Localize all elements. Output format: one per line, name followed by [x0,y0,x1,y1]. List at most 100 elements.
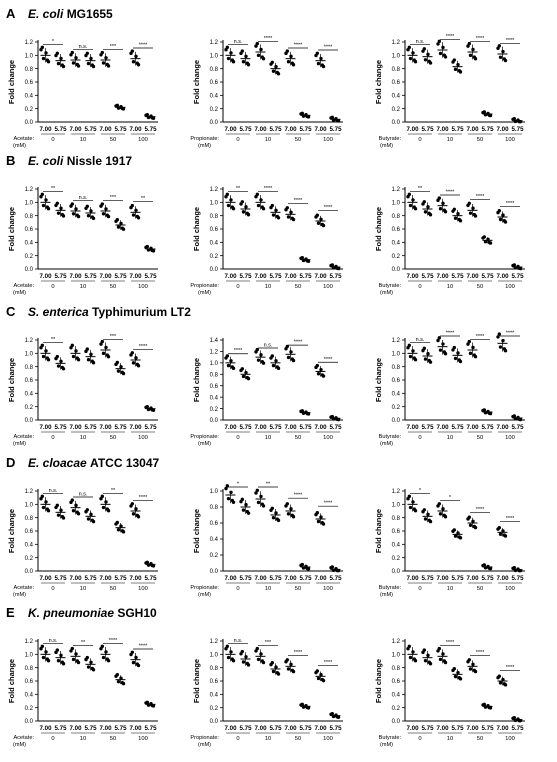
data-point [101,505,106,510]
x-tick-label: 7.00 [224,126,237,133]
data-point [498,532,503,536]
y-tick-label: 0.6 [392,679,401,685]
y-tick-label: 1.0 [210,361,219,367]
y-tick-label: 0.6 [210,679,219,685]
data-point [482,702,486,707]
x-tick-label: 7.00 [39,273,52,280]
panel-title: E. coli Nissle 1917 [28,154,132,168]
data-point [423,58,428,62]
data-point [259,198,263,202]
y-tick-label: 0.6 [210,227,219,233]
data-point [290,61,294,65]
data-point [512,116,516,121]
species-name: K. pneumoniae [28,606,117,620]
data-point [225,644,229,649]
data-point [59,653,63,658]
sig-label: n.s. [79,492,88,498]
concentration-label: 50 [477,137,483,143]
data-point [501,49,505,54]
y-tick-label: 0.2 [210,553,219,559]
x-tick-label: 5.75 [511,424,524,431]
y-tick-label: 1.2 [210,187,219,193]
data-point [411,650,415,654]
concentration-label: 10 [265,435,271,441]
data-point [497,332,501,336]
data-point [74,652,78,656]
concentration-label: 0 [51,284,54,290]
data-point [442,513,446,518]
data-point [259,652,263,656]
data-point [289,210,293,215]
y-tick-label: 0.8 [392,666,401,672]
x-tick-label: 7.00 [254,575,267,582]
data-point [316,372,321,376]
concentration-label: 0 [51,435,54,441]
data-point [229,490,233,494]
data-point [145,404,149,409]
data-point [426,512,430,517]
y-tick-label: 0.8 [392,516,401,522]
data-point [456,351,460,355]
y-tick-label: 0.2 [210,254,219,260]
data-point [86,358,91,362]
data-point [427,358,431,363]
concentration-label: 50 [295,736,301,742]
data-point [145,560,149,565]
data-point [55,648,59,652]
x-tick-label: 7.00 [69,273,82,280]
data-point [75,659,80,663]
data-point [41,655,46,660]
data-point [407,343,411,348]
data-point [86,665,91,669]
strain-name: SGH10 [117,606,157,620]
concentration-label: 100 [505,586,515,592]
panel-e: E K. pneumoniae SGH10 0.0 0.2 0.4 0.6 0.8 1.0 1.… [6,605,525,748]
data-point [59,508,63,512]
panel-letter: C [6,304,16,319]
data-point [85,655,90,660]
x-tick-label: 7.00 [129,575,142,582]
data-point [300,562,304,567]
x-tick-label: 7.00 [69,424,82,431]
data-point [89,209,93,213]
panel-letter: B [6,153,15,168]
y-tick-label: 0.0 [210,120,219,126]
sig-label: **** [139,344,148,350]
x-tick-label: 7.00 [406,126,419,133]
data-point [502,682,506,686]
y-tick-label: 0.4 [392,94,401,100]
concentration-label: 10 [80,586,86,592]
data-point [90,215,95,219]
acid-unit: (mM) [198,441,211,447]
x-tick-label: 5.75 [329,424,342,431]
concentration-label: 50 [110,137,116,143]
data-point [482,110,486,114]
concentration-label: 10 [447,284,453,290]
data-point [130,502,134,506]
concentration-label: 0 [236,137,239,143]
x-tick-label: 7.00 [466,575,479,582]
y-tick-label: 0.2 [392,107,401,113]
data-point [86,517,91,521]
y-tick-label: 0.6 [25,80,34,86]
concentration-label: 50 [110,736,116,742]
x-tick-label: 5.75 [114,126,127,133]
data-point [90,359,95,363]
data-point [330,263,334,267]
y-tick-label: 0.8 [210,666,219,672]
x-tick-label: 7.00 [436,126,449,133]
y-tick-label: 1.2 [210,639,219,645]
sig-label: **** [506,665,515,671]
x-tick-label: 5.75 [511,126,524,133]
data-point [255,192,259,197]
strain-name: ATCC 13047 [90,456,159,470]
data-point [512,414,516,418]
sig-label: *** [265,640,272,646]
data-point [101,212,106,216]
y-tick-label: 1.4 [210,338,219,344]
y-tick-label: 0.2 [25,405,34,411]
